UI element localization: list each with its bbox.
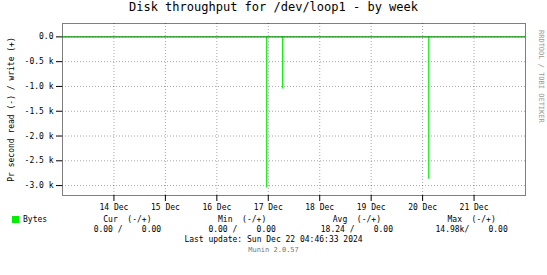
html-text:Last update: Sun Dec 22 04:46:: Last update: Sun Dec 22 04:46:33 2024 [184, 235, 363, 244]
html-text:Bytes: Bytes [23, 215, 48, 224]
html-text:Munin 2.0.57: Munin 2.0.57 [248, 246, 299, 254]
html-text:Cur (-/+): Cur (-/+) [103, 215, 152, 224]
svg-text:0.0: 0.0 [39, 32, 54, 41]
svg-text:17 Dec: 17 Dec [254, 203, 283, 212]
html-text:0.00 / 0.00: 0.00 / 0.00 [93, 225, 162, 234]
html-text:14.98k/ 0.00: 14.98k/ 0.00 [435, 225, 508, 234]
html-text:18.24 / 0.00: 18.24 / 0.00 [320, 225, 393, 234]
svg-text:-1.0 k: -1.0 k [25, 82, 54, 91]
svg-text:-1.5 k: -1.5 k [25, 107, 54, 116]
html-text:Avg (-/+): Avg (-/+) [332, 215, 381, 224]
svg-text:-2.5 k: -2.5 k [25, 156, 54, 165]
svg-text:18 Dec: 18 Dec [305, 203, 334, 212]
svg-text:16 Dec: 16 Dec [202, 203, 231, 212]
svg-text:-3.0 k: -3.0 k [25, 181, 54, 190]
svg-text:15 Dec: 15 Dec [151, 203, 180, 212]
html-text:0.00 / 0.00: 0.00 / 0.00 [208, 225, 276, 234]
html-text:Min (-/+): Min (-/+) [218, 215, 267, 224]
svg-text:Pr second read (-) / write (+): Pr second read (-) / write (+) [7, 37, 16, 182]
svg-text:14 Dec: 14 Dec [99, 203, 128, 212]
svg-text:20 Dec: 20 Dec [408, 203, 437, 212]
svg-text:-0.5 k: -0.5 k [25, 57, 54, 66]
svg-text:21 Dec: 21 Dec [460, 203, 489, 212]
svg-text:19 Dec: 19 Dec [357, 203, 386, 212]
html-text:Max (-/+): Max (-/+) [447, 215, 496, 224]
html-text:Disk throughput for /dev/loop1: Disk throughput for /dev/loop1 - by week [129, 0, 418, 14]
html-text:RRDTOOL / TOBI OETIKER: RRDTOOL / TOBI OETIKER [537, 30, 545, 123]
svg-text:-2.0 k: -2.0 k [25, 132, 54, 141]
